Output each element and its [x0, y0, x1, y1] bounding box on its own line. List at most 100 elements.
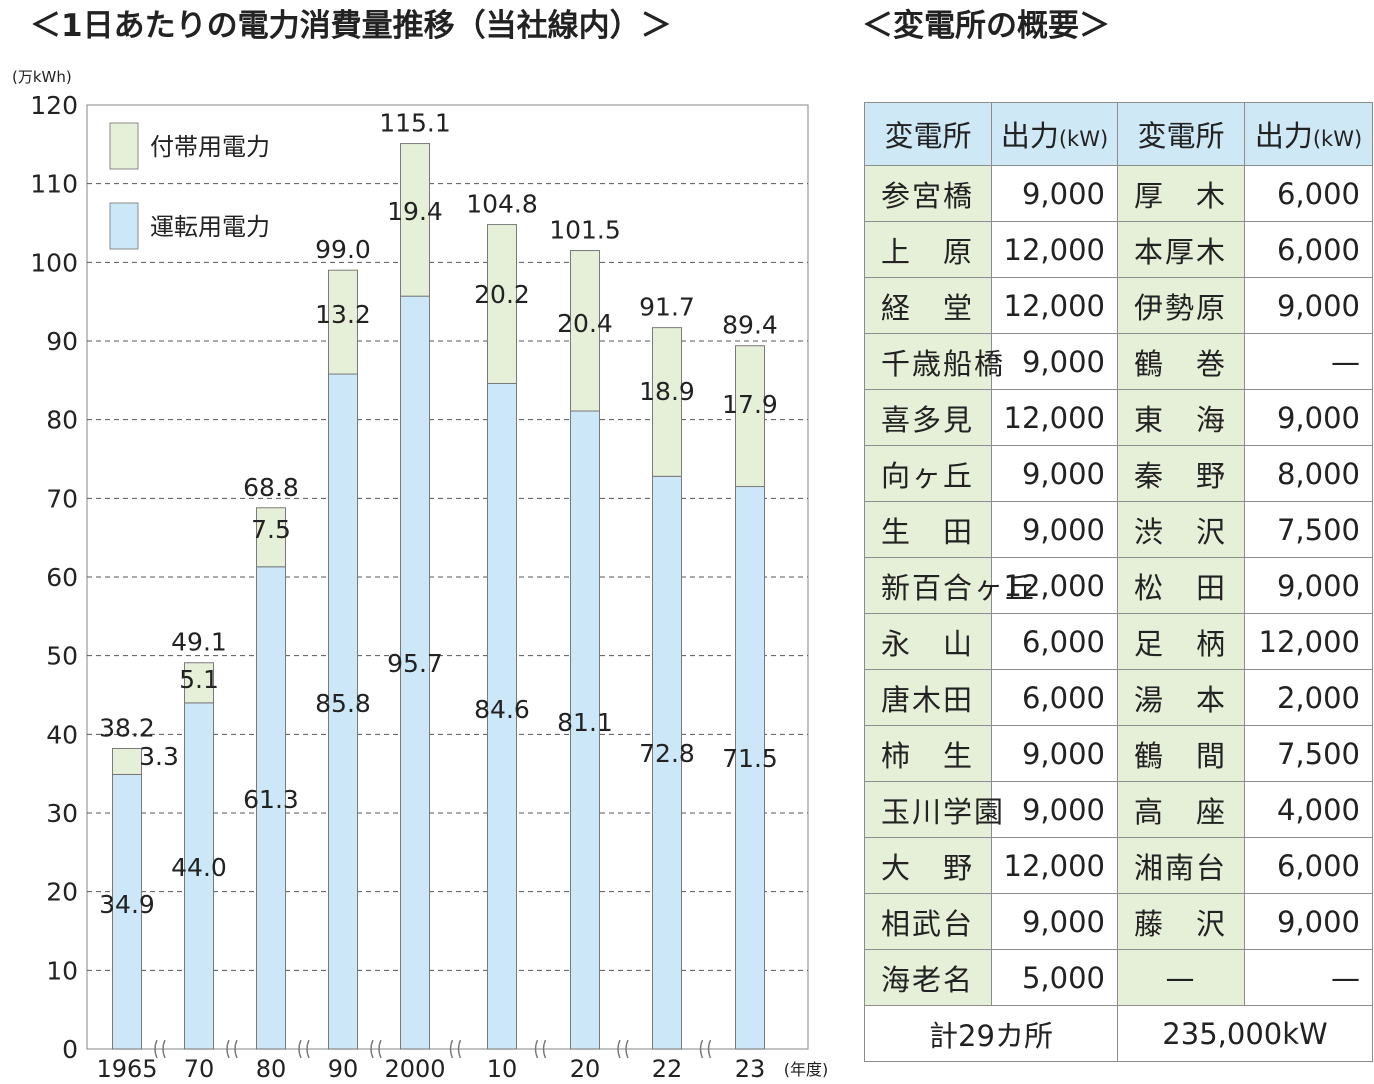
substation-name: 松 田: [1117, 557, 1245, 614]
bar-operation-label: 85.8: [315, 689, 371, 718]
y-tick-label: 120: [30, 91, 78, 120]
substation-output: 6,000: [1244, 221, 1373, 278]
power-consumption-chart: 0 10 20 30 40 50 60 70 80 90 100 110 120 (万kWh) (年度) 38…: [12, 68, 829, 1083]
bar-auxiliary-power: [570, 250, 600, 412]
header-output-label: 出力: [1000, 119, 1059, 153]
substation-output: 9,000: [991, 445, 1118, 502]
substation-name: 玉川学園: [864, 781, 1003, 838]
substation-output: 9,000: [991, 725, 1118, 782]
table-row: 千歳船橋 9,000 鶴 巻 —: [864, 333, 1373, 390]
bar-operation-label: 61.3: [243, 785, 299, 814]
bar-operation-label: 81.1: [557, 708, 613, 737]
substation-name: 高 座: [1117, 781, 1245, 838]
table-row: 玉川学園 9,000 高 座 4,000: [864, 781, 1373, 838]
substation-output: 9,000: [991, 893, 1118, 950]
axis-break-mark: [298, 1039, 310, 1059]
table-row: 新百合ヶ丘 12,000 松 田 9,000: [864, 557, 1373, 614]
substation-name: 大 野: [864, 837, 992, 894]
substation-name: 湘南台: [1117, 837, 1245, 894]
bar-auxiliary-label: 5.1: [179, 665, 219, 694]
substation-output: 12,000: [991, 277, 1118, 334]
substation-output: 12,000: [991, 221, 1118, 278]
table-row: 向ヶ丘 9,000 秦 野 8,000: [864, 445, 1373, 502]
substation-name: 湯 本: [1117, 669, 1245, 726]
x-tick-label: 22: [652, 1055, 683, 1083]
bar-operation-label: 72.8: [639, 739, 695, 768]
substation-name: 永 山: [864, 613, 992, 670]
bar-operation-label: 84.6: [474, 695, 530, 724]
bar-auxiliary-power: [328, 269, 358, 375]
y-tick-label: 70: [46, 484, 78, 513]
substation-output: 12,000: [991, 557, 1118, 614]
substation-name: 藤 沢: [1117, 893, 1245, 950]
substation-output: 9,000: [1244, 893, 1373, 950]
bar-operation-power: [328, 373, 358, 1050]
substation-name: 海老名: [864, 949, 992, 1006]
y-tick-label: 50: [46, 642, 78, 671]
axis-break-mark: [154, 1039, 166, 1059]
x-tick-label: 23: [735, 1055, 766, 1083]
bar-auxiliary-label: 20.2: [474, 280, 530, 309]
substation-output: 6,000: [991, 669, 1118, 726]
x-tick-label: 10: [487, 1055, 518, 1083]
bar-operation-power: [652, 475, 682, 1050]
table-title: ＜変電所の概要＞: [862, 8, 1110, 44]
substation-name: 厚 木: [1117, 165, 1245, 222]
bar-operation-power: [112, 773, 142, 1050]
axis-break-mark: [617, 1039, 629, 1059]
y-tick-label: 0: [62, 1035, 78, 1064]
x-tick-label: 90: [328, 1055, 359, 1083]
substation-name: 足 柄: [1117, 613, 1245, 670]
bar-total-label: 101.5: [549, 216, 621, 245]
substation-output: 5,000: [991, 949, 1118, 1006]
y-tick-label: 20: [46, 878, 78, 907]
bar-auxiliary-label: 3.3: [139, 742, 179, 771]
legend-swatch-operation: [109, 202, 139, 250]
x-tick-label: 80: [256, 1055, 287, 1083]
header-output-label: 出力: [1254, 119, 1313, 153]
x-axis-unit: (年度): [784, 1060, 829, 1079]
header-output-unit: (kW): [1058, 127, 1109, 151]
table-row: 大 野 12,000 湘南台 6,000: [864, 837, 1373, 894]
axis-break-mark: [699, 1039, 712, 1059]
substation-output: 7,500: [1244, 725, 1373, 782]
substation-name: 相武台: [864, 893, 992, 950]
substation-name: 鶴 間: [1117, 725, 1245, 782]
substation-name: 生 田: [864, 501, 992, 558]
substation-name: 千歳船橋: [864, 333, 1003, 390]
substation-output: 6,000: [991, 613, 1118, 670]
chart-title: ＜1日あたりの電力消費量推移（当社線内）＞: [30, 8, 672, 44]
substation-output: 12,000: [991, 389, 1118, 446]
bar-total-label: 49.1: [171, 628, 227, 657]
bar-auxiliary-label: 17.9: [722, 390, 778, 419]
header-output-1: 出力(kW): [991, 102, 1118, 166]
bar-auxiliary-power: [735, 345, 765, 488]
substation-name: —: [1117, 949, 1245, 1006]
header-substation-1: 変電所: [864, 102, 992, 166]
bar-auxiliary-power: [400, 143, 430, 297]
header-output-2: 出力(kW): [1244, 102, 1373, 166]
table-row: 生 田 9,000 渋 沢 7,500: [864, 501, 1373, 558]
substation-output: 2,000: [1244, 669, 1373, 726]
substation-name: 上 原: [864, 221, 992, 278]
substation-output: 12,000: [991, 837, 1118, 894]
bar-total-label: 68.8: [243, 473, 299, 502]
bar-operation-label: 71.5: [722, 744, 778, 773]
substation-output: 9,000: [1244, 389, 1373, 446]
bar-auxiliary-power: [184, 662, 214, 704]
bar-auxiliary-label: 13.2: [315, 300, 371, 329]
bar-operation-label: 34.9: [99, 890, 155, 919]
substation-output: 7,500: [1244, 501, 1373, 558]
bar-operation-label: 44.0: [171, 853, 227, 882]
table-total-row: 計29カ所 235,000kW: [864, 1005, 1373, 1062]
bar-operation-power: [256, 566, 286, 1050]
substation-table: 変電所 出力(kW) 変電所 出力(kW) 参宮橋 9,000 厚 木 6,000 上 …: [864, 102, 1373, 1062]
x-tick-label: 1965: [96, 1055, 157, 1083]
x-tick-label: 2000: [384, 1055, 445, 1083]
y-tick-label: 100: [30, 248, 78, 277]
table-row: 上 原 12,000 本厚木 6,000: [864, 221, 1373, 278]
bar-auxiliary-power: [112, 747, 142, 775]
substation-name: 唐木田: [864, 669, 992, 726]
legend-label-auxiliary: 付帯用電力: [150, 133, 270, 161]
y-tick-label: 80: [46, 406, 78, 435]
